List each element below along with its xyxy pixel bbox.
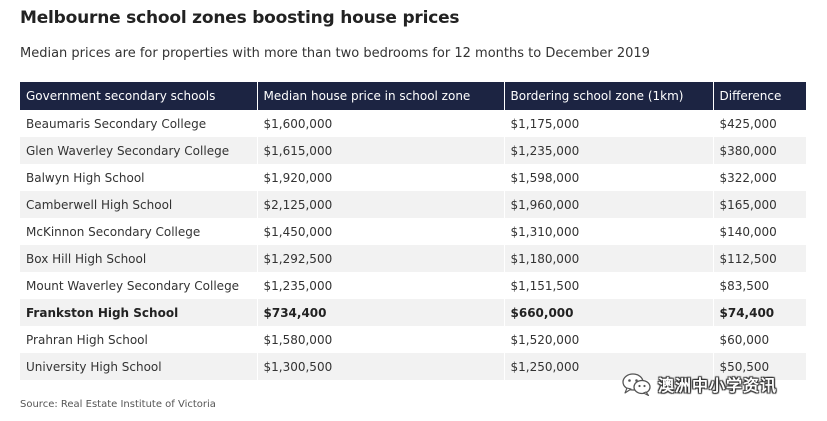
header-median-price: Median house price in school zone [257,82,505,110]
wechat-icon [622,372,652,396]
watermark-text: 澳洲中小学资讯 [658,376,778,395]
page-title: Melbourne school zones boosting house pr… [20,8,460,28]
cell-bordering-price: $660,000 [504,299,714,326]
cell-school: Box Hill High School [20,245,258,272]
cell-difference: $165,000 [713,191,806,218]
table-row-highlighted: Frankston High School $734,400 $660,000 … [20,299,806,326]
table-row: McKinnon Secondary College $1,450,000 $1… [20,218,806,245]
cell-difference: $112,500 [713,245,806,272]
cell-bordering-price: $1,310,000 [504,218,714,245]
cell-bordering-price: $1,960,000 [504,191,714,218]
source-note: Source: Real Estate Institute of Victori… [20,399,216,410]
cell-school: Glen Waverley Secondary College [20,137,258,164]
cell-median-price: $1,580,000 [257,326,505,353]
cell-school: Prahran High School [20,326,258,353]
cell-median-price: $1,450,000 [257,218,505,245]
cell-bordering-price: $1,175,000 [504,110,714,137]
header-bordering-zone: Bordering school zone (1km) [504,82,714,110]
cell-school: Camberwell High School [20,191,258,218]
cell-difference: $50,500 [713,353,806,380]
cell-bordering-price: $1,180,000 [504,245,714,272]
cell-median-price: $2,125,000 [257,191,505,218]
cell-median-price: $734,400 [257,299,505,326]
cell-school: Beaumaris Secondary College [20,110,258,137]
cell-median-price: $1,615,000 [257,137,505,164]
cell-difference: $380,000 [713,137,806,164]
cell-school: Frankston High School [20,299,258,326]
cell-bordering-price: $1,520,000 [504,326,714,353]
table-row: Balwyn High School $1,920,000 $1,598,000… [20,164,806,191]
table-row: Camberwell High School $2,125,000 $1,960… [20,191,806,218]
cell-bordering-price: $1,598,000 [504,164,714,191]
cell-difference: $83,500 [713,272,806,299]
page-subtitle: Median prices are for properties with mo… [20,46,650,61]
cell-bordering-price: $1,250,000 [504,353,714,380]
cell-difference: $140,000 [713,218,806,245]
cell-school: Mount Waverley Secondary College [20,272,258,299]
cell-difference: $425,000 [713,110,806,137]
cell-school: University High School [20,353,258,380]
table-row: Mount Waverley Secondary College $1,235,… [20,272,806,299]
cell-median-price: $1,300,500 [257,353,505,380]
table-row: University High School $1,300,500 $1,250… [20,353,806,380]
cell-difference: $60,000 [713,326,806,353]
table-header-row: Government secondary schools Median hous… [20,82,806,110]
cell-median-price: $1,600,000 [257,110,505,137]
cell-bordering-price: $1,235,000 [504,137,714,164]
cell-median-price: $1,920,000 [257,164,505,191]
cell-difference: $322,000 [713,164,806,191]
cell-school: McKinnon Secondary College [20,218,258,245]
table-row: Beaumaris Secondary College $1,600,000 $… [20,110,806,137]
cell-school: Balwyn High School [20,164,258,191]
cell-difference: $74,400 [713,299,806,326]
school-price-table: Government secondary schools Median hous… [20,82,806,380]
table-row: Glen Waverley Secondary College $1,615,0… [20,137,806,164]
header-school: Government secondary schools [20,82,258,110]
header-difference: Difference [713,82,806,110]
table-row: Prahran High School $1,580,000 $1,520,00… [20,326,806,353]
table-row: Box Hill High School $1,292,500 $1,180,0… [20,245,806,272]
cell-median-price: $1,292,500 [257,245,505,272]
watermark: 澳洲中小学资讯 [622,372,777,396]
cell-bordering-price: $1,151,500 [504,272,714,299]
cell-median-price: $1,235,000 [257,272,505,299]
